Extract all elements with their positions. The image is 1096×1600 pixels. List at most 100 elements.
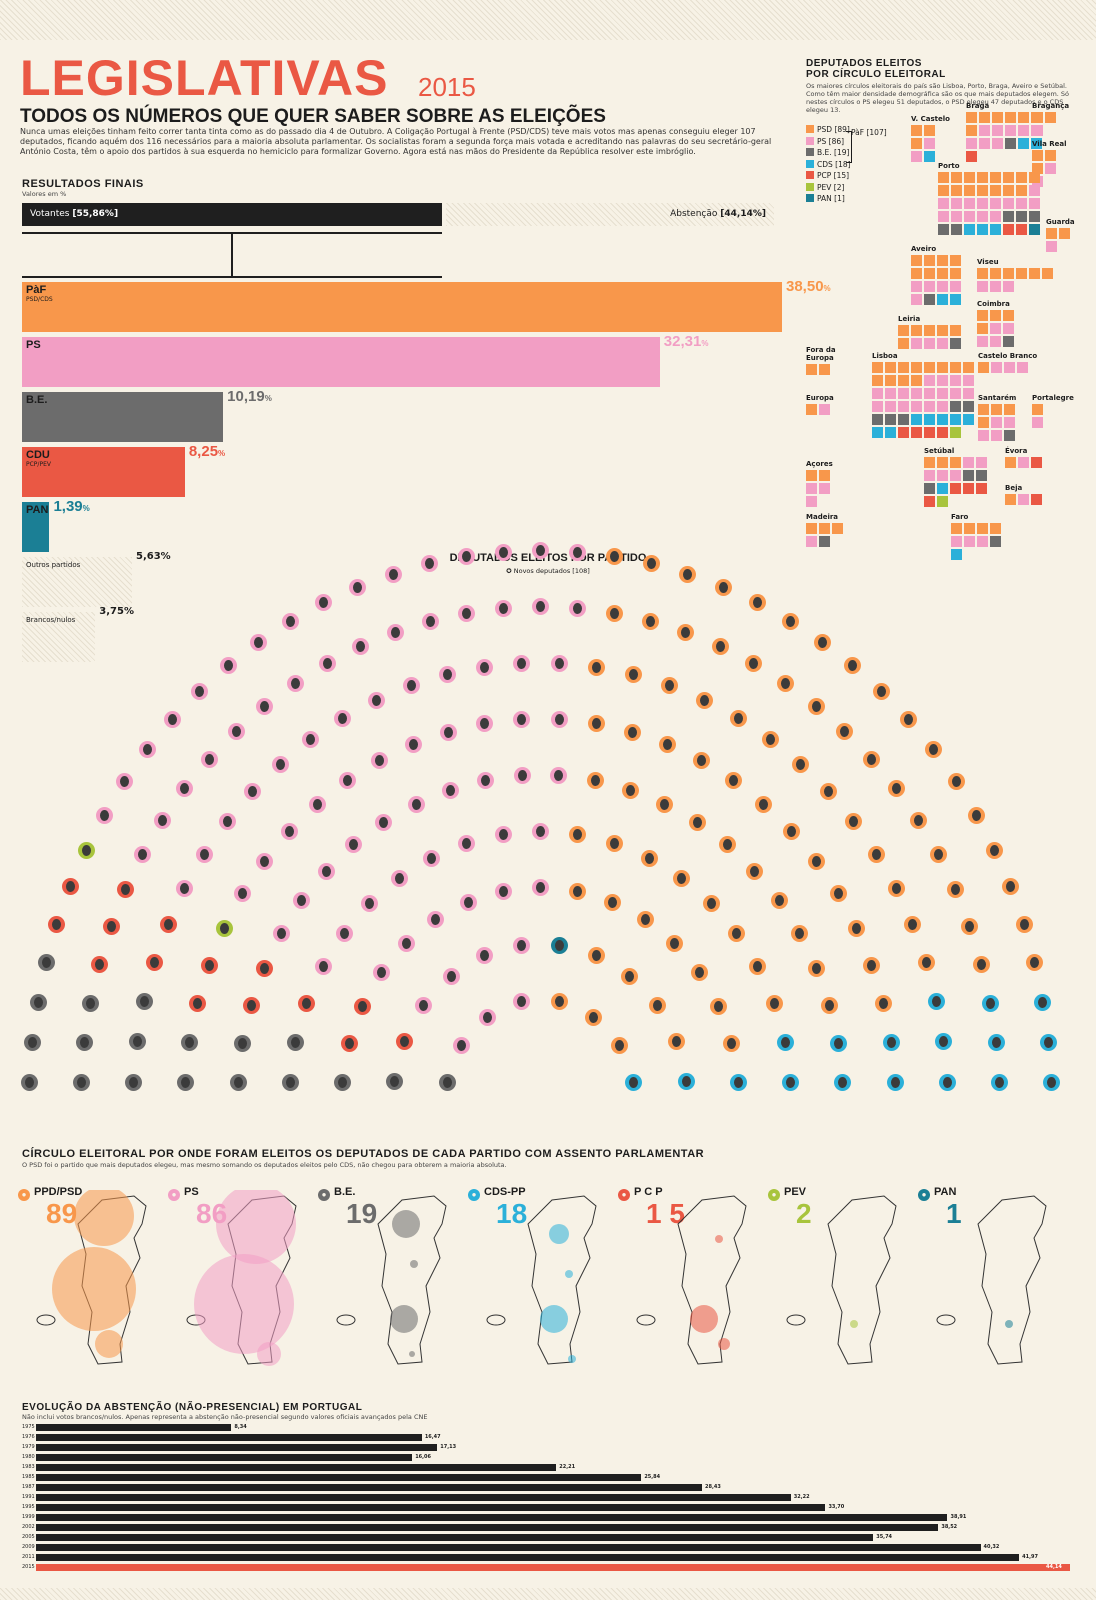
deputy-seat bbox=[298, 994, 316, 1012]
seat-cell bbox=[1032, 404, 1043, 415]
abstention-value: 35,74 bbox=[876, 1534, 893, 1540]
deputy-seat bbox=[200, 750, 218, 768]
seat-cell bbox=[937, 427, 948, 438]
party-bar-unit: % bbox=[823, 284, 831, 293]
deputy-seat bbox=[494, 543, 512, 561]
deputy-seat bbox=[770, 892, 788, 910]
map-number: 89 bbox=[46, 1198, 78, 1229]
deputy-portrait bbox=[780, 1036, 790, 1048]
seat-cell bbox=[964, 185, 975, 196]
deputy-seat bbox=[946, 881, 964, 899]
abstention-value: 28,43 bbox=[704, 1484, 721, 1490]
deputy-seat bbox=[317, 862, 335, 880]
legend-label: PCP [15] bbox=[817, 171, 850, 180]
deputy-seat bbox=[730, 1074, 748, 1092]
seat-cell bbox=[966, 151, 977, 162]
deputy-portrait bbox=[939, 1036, 949, 1048]
deputy-seat bbox=[477, 772, 495, 790]
deputy-portrait bbox=[610, 551, 620, 562]
deputy-portrait bbox=[312, 799, 322, 811]
district-label: Setúbal bbox=[924, 447, 955, 455]
deputy-seat bbox=[829, 885, 847, 903]
deputy-portrait bbox=[1006, 881, 1016, 893]
deputy-seat bbox=[819, 783, 837, 801]
islands-outline bbox=[36, 1314, 56, 1326]
deputy-seat bbox=[587, 715, 605, 733]
seat-cell bbox=[924, 151, 935, 162]
deputy-portrait bbox=[424, 558, 434, 570]
seat-cell bbox=[966, 112, 977, 123]
seat-cell bbox=[806, 536, 817, 547]
deputy-seat bbox=[550, 654, 568, 672]
deputy-portrait bbox=[749, 658, 759, 670]
party-bar-sublabel: PCP/PEV bbox=[26, 461, 51, 468]
seat-cell bbox=[1029, 211, 1040, 222]
seat-cell bbox=[937, 375, 948, 386]
seat-cell bbox=[1016, 185, 1027, 196]
map-title: ● PPD/PSD bbox=[18, 1186, 82, 1201]
deputy-seat bbox=[782, 612, 800, 630]
map-party-name: P C P bbox=[634, 1186, 663, 1198]
deputy-seat bbox=[134, 846, 152, 864]
district-bubble bbox=[568, 1355, 576, 1363]
deputy-portrait bbox=[554, 996, 564, 1008]
deputy-portrait bbox=[769, 997, 779, 1009]
deputy-seat bbox=[551, 936, 569, 954]
seat-cell bbox=[964, 198, 975, 209]
deputy-portrait bbox=[834, 1038, 844, 1049]
deputy-portrait bbox=[95, 959, 105, 971]
seat-cell bbox=[819, 523, 830, 534]
seat-cell bbox=[992, 112, 1003, 123]
district-label: Porto bbox=[938, 162, 960, 170]
deputy-portrait bbox=[356, 640, 366, 652]
deputy-seat bbox=[338, 772, 356, 790]
district-legend-item: PAN [1] bbox=[806, 193, 851, 205]
abstention-bar bbox=[36, 1524, 939, 1531]
deputy-portrait bbox=[908, 919, 918, 931]
deputy-seat bbox=[550, 993, 568, 1011]
deputy-portrait bbox=[536, 825, 545, 837]
deputy-portrait bbox=[536, 545, 545, 557]
deputy-seat bbox=[641, 612, 659, 630]
deputy-portrait bbox=[357, 1001, 367, 1013]
deputy-portrait bbox=[700, 694, 710, 706]
deputy-seat bbox=[513, 711, 531, 729]
seat-cell bbox=[924, 388, 935, 399]
seat-cell bbox=[924, 325, 935, 336]
seat-cell bbox=[963, 375, 974, 386]
seat-cell bbox=[872, 427, 883, 438]
seat-cell bbox=[898, 325, 909, 336]
deputy-portrait bbox=[588, 1011, 598, 1023]
deputy-seat bbox=[384, 565, 402, 583]
deputy-seat bbox=[1042, 1073, 1060, 1091]
deputy-seat bbox=[423, 849, 441, 867]
abstention-bar bbox=[36, 1534, 874, 1541]
deputy-portrait bbox=[419, 1000, 429, 1012]
page-year: 2015 bbox=[418, 72, 476, 102]
deputy-seat bbox=[872, 682, 890, 700]
deputy-portrait bbox=[394, 873, 404, 885]
district-bubble bbox=[410, 1260, 418, 1268]
seat-cell bbox=[976, 457, 987, 468]
deputy-seat bbox=[924, 740, 942, 758]
district-label: V. Castelo bbox=[911, 115, 950, 123]
abstention-bar bbox=[36, 1434, 422, 1441]
deputy-seat bbox=[333, 709, 351, 727]
seat-cell bbox=[1045, 163, 1056, 174]
deputy-seat bbox=[335, 924, 353, 942]
deputy-seat bbox=[91, 956, 109, 974]
deputy-seat bbox=[191, 682, 208, 700]
abstention-value: 44,14 bbox=[1046, 1564, 1062, 1570]
seat-cell bbox=[885, 427, 896, 438]
deputy-seat bbox=[836, 722, 854, 740]
deputy-portrait bbox=[796, 758, 805, 770]
deputy-seat bbox=[673, 870, 691, 888]
deputy-portrait bbox=[290, 678, 300, 690]
deputy-portrait bbox=[322, 658, 332, 670]
deputy-portrait bbox=[200, 848, 210, 860]
deputy-seat bbox=[293, 892, 311, 910]
deputy-seat bbox=[550, 711, 568, 729]
deputy-portrait bbox=[444, 726, 454, 738]
seat-cell bbox=[990, 198, 1001, 209]
seat-cell bbox=[937, 457, 948, 468]
